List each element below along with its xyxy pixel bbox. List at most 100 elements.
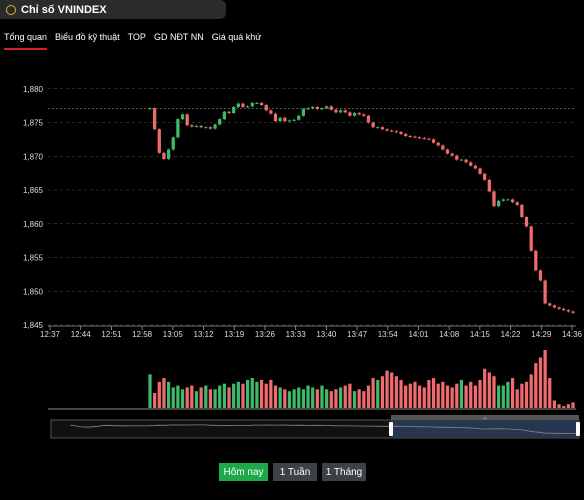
candle bbox=[329, 106, 333, 110]
volume-bar bbox=[436, 383, 440, 408]
volume-bar bbox=[241, 383, 245, 408]
candle bbox=[348, 112, 352, 116]
volume-bar bbox=[227, 387, 231, 408]
volume-bar bbox=[190, 385, 194, 408]
volume-bar bbox=[325, 389, 329, 408]
candle bbox=[501, 199, 505, 201]
candle bbox=[450, 153, 454, 156]
candle bbox=[459, 159, 464, 161]
volume-bar bbox=[236, 381, 240, 408]
volume-bar bbox=[245, 379, 250, 408]
candle bbox=[557, 307, 561, 309]
volume-bar bbox=[431, 378, 436, 408]
candle bbox=[180, 114, 185, 120]
volume-bar bbox=[441, 381, 445, 408]
volume-bar bbox=[469, 381, 473, 408]
one-month-button[interactable]: 1 Tháng bbox=[322, 463, 366, 481]
x-tick-label: 13:47 bbox=[347, 330, 368, 339]
candles bbox=[148, 101, 575, 314]
volume-bar bbox=[524, 381, 529, 408]
chart-grid bbox=[48, 88, 576, 326]
today-button[interactable]: Hôm nay bbox=[219, 463, 268, 481]
title-bar: Chỉ số VNINDEX bbox=[0, 0, 226, 19]
price-chart[interactable]: 1,880 1,875 1,870 1,865 1,860 1,855 1,850 1,845… bbox=[0, 0, 584, 460]
candle bbox=[283, 117, 287, 122]
volume-bar bbox=[287, 391, 292, 408]
candle bbox=[208, 127, 213, 129]
tab-bieu-do-ky-thuat[interactable]: Biểu đồ kỹ thuật bbox=[55, 32, 120, 42]
candle bbox=[376, 127, 380, 129]
y-tick-label: 1,860 bbox=[23, 220, 44, 229]
y-tick-label: 1,845 bbox=[23, 321, 44, 330]
candle bbox=[320, 108, 324, 110]
candle bbox=[190, 125, 194, 127]
candle bbox=[380, 127, 385, 130]
volume-bar bbox=[445, 385, 450, 408]
navigator-handle[interactable] bbox=[576, 422, 580, 436]
x-tick-label: 13:12 bbox=[194, 330, 215, 339]
tab-top[interactable]: TOP bbox=[127, 32, 146, 42]
tab-bar: Tổng quan Biểu đồ kỹ thuật TOP GD NĐT NN… bbox=[4, 32, 269, 50]
circle-icon bbox=[6, 4, 16, 15]
candle bbox=[301, 109, 306, 116]
candle bbox=[352, 113, 357, 116]
volume-bar bbox=[264, 383, 268, 408]
candle bbox=[571, 311, 575, 313]
volume-bar bbox=[269, 379, 273, 408]
candle bbox=[218, 119, 222, 125]
volume-bar bbox=[422, 387, 426, 408]
volume-bar bbox=[478, 379, 482, 408]
candle bbox=[222, 111, 227, 120]
volume-bar bbox=[506, 381, 510, 408]
tab-gia-qua-khu[interactable]: Giá quá khứ bbox=[211, 32, 262, 42]
volume-bar bbox=[273, 385, 278, 408]
volume-bar bbox=[501, 385, 505, 408]
candle bbox=[250, 102, 254, 107]
candle bbox=[427, 138, 431, 140]
volume-bar bbox=[455, 383, 459, 408]
volume-bar bbox=[352, 391, 357, 408]
volume-bar bbox=[362, 391, 366, 408]
candle bbox=[292, 119, 296, 121]
volume-bar bbox=[306, 385, 310, 408]
y-tick-label: 1,870 bbox=[23, 152, 44, 161]
volume-bar bbox=[515, 389, 519, 408]
candle bbox=[548, 303, 552, 306]
volume-bar bbox=[283, 389, 287, 408]
volume-bar bbox=[408, 383, 412, 408]
candle bbox=[455, 155, 459, 160]
candle bbox=[315, 106, 319, 109]
volume-bar bbox=[204, 385, 208, 408]
candle bbox=[166, 149, 171, 159]
tab-gd-ndt-nn[interactable]: GD NĐT NN bbox=[153, 32, 204, 42]
volume-bar bbox=[278, 387, 282, 408]
volume-bar bbox=[338, 387, 343, 408]
volume-bar bbox=[417, 385, 422, 408]
volume-bar bbox=[380, 376, 385, 408]
candle bbox=[506, 199, 510, 201]
candle bbox=[338, 110, 343, 113]
volume-bar bbox=[557, 404, 561, 408]
candle bbox=[148, 108, 152, 110]
candle bbox=[469, 162, 473, 166]
candle bbox=[566, 310, 570, 312]
candle bbox=[529, 226, 533, 251]
candle bbox=[404, 133, 408, 136]
y-tick-label: 1,855 bbox=[23, 254, 44, 263]
candle bbox=[445, 149, 450, 154]
volume-bar bbox=[450, 387, 454, 408]
volume-bar bbox=[301, 389, 306, 408]
navigator-handle[interactable] bbox=[389, 422, 393, 436]
x-tick-label: 13:19 bbox=[224, 330, 245, 339]
volume-bar bbox=[552, 400, 557, 408]
one-week-button[interactable]: 1 Tuần bbox=[273, 463, 317, 481]
x-tick-label: 13:05 bbox=[163, 330, 184, 339]
volume-bar bbox=[464, 385, 468, 408]
candle bbox=[176, 119, 180, 138]
navigator[interactable]: III bbox=[50, 415, 580, 439]
tab-tong-quan[interactable]: Tổng quan bbox=[4, 32, 48, 50]
volume-bar bbox=[538, 357, 543, 408]
candle bbox=[311, 106, 315, 109]
candle bbox=[297, 115, 301, 120]
candle bbox=[236, 103, 240, 107]
